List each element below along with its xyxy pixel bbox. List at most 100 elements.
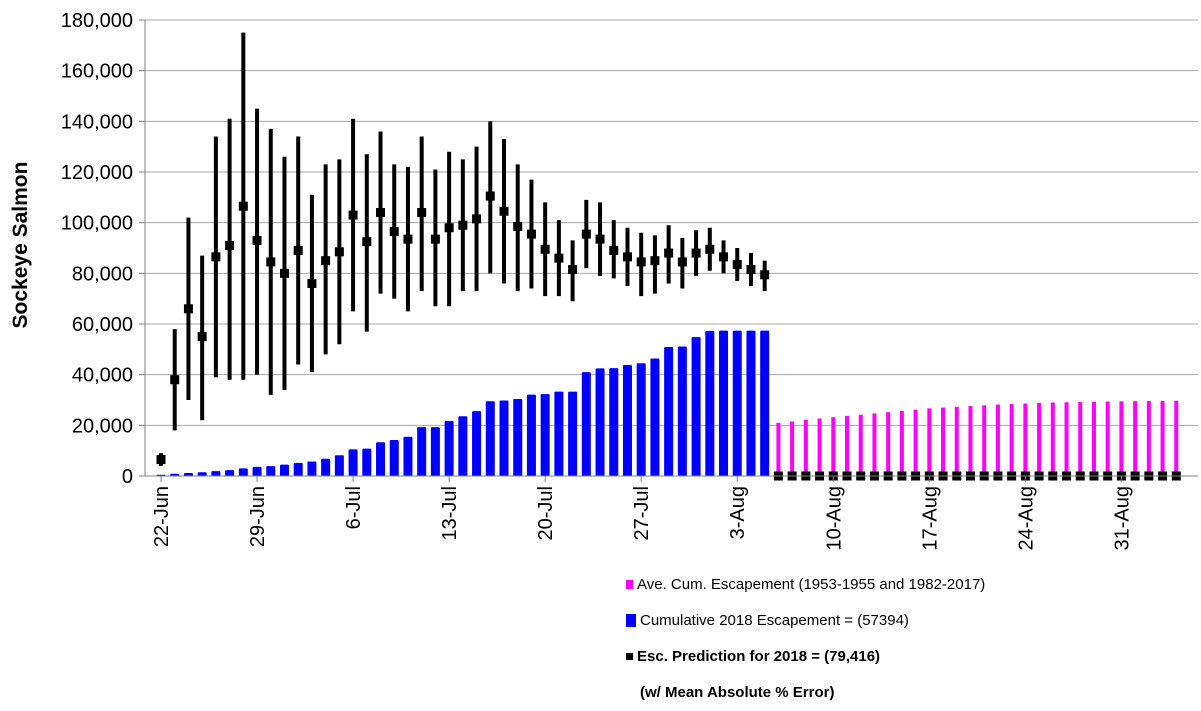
- y-tick-label: 160,000: [61, 61, 133, 83]
- cumulative-bar: [266, 466, 276, 476]
- prediction-point: [266, 257, 276, 267]
- average-bar: [1174, 400, 1179, 476]
- prediction-point: [211, 252, 221, 262]
- cumulative-bar: [705, 330, 715, 476]
- legend-label-prediction: Esc. Prediction for 2018 = (79,416): [637, 647, 881, 665]
- prediction-point: [197, 332, 207, 342]
- prediction-point: [279, 268, 289, 278]
- average-bar: [927, 408, 932, 476]
- legend-item-prediction: Esc. Prediction for 2018 = (79,416): [626, 638, 1186, 674]
- cumulative-bar: [650, 358, 660, 476]
- cumulative-bar: [293, 462, 303, 476]
- legend-item-average: Ave. Cum. Escapement (1953-1955 and 1982…: [626, 566, 1186, 602]
- average-bar: [1037, 403, 1042, 476]
- cumulative-bar: [307, 461, 317, 476]
- prediction-point: [609, 246, 619, 256]
- cumulative-bar: [595, 368, 605, 476]
- prediction-point: [389, 227, 399, 237]
- y-tick-label: 180,000: [61, 10, 133, 32]
- legend-label-prediction-note: (w/ Mean Absolute % Error): [640, 683, 835, 701]
- x-tick-label: 10-Aug: [823, 486, 845, 551]
- y-tick-label: 40,000: [72, 365, 133, 387]
- cumulative-bar: [362, 448, 372, 476]
- average-bar: [817, 418, 822, 476]
- prediction-point: [760, 270, 770, 280]
- cumulative-bar: [760, 330, 770, 476]
- prediction-points: [156, 32, 1181, 481]
- x-tick-label: 17-Aug: [919, 486, 941, 551]
- cumulative-bar: [279, 464, 289, 476]
- average-bar: [1119, 401, 1124, 476]
- average-bar: [1064, 402, 1069, 476]
- cumulative-bar: [636, 363, 646, 476]
- average-bar: [941, 407, 946, 476]
- x-tick-label: 24-Aug: [1015, 486, 1037, 551]
- cumulative-bar: [691, 337, 701, 476]
- prediction-point: [746, 265, 756, 275]
- cumulative-bar: [170, 473, 180, 476]
- prediction-point: [430, 234, 440, 244]
- prediction-swatch: [626, 652, 633, 660]
- x-tick-labels: 22-Jun 29-Jun 6-Jul 13-Jul 20-Jul 27-Jul 3-Aug…: [151, 486, 1133, 551]
- average-bar: [899, 410, 904, 476]
- cumulative-bar: [609, 368, 619, 476]
- average-bar: [845, 415, 849, 476]
- cumulative-bar: [389, 440, 399, 476]
- y-tick-label: 20,000: [72, 415, 133, 437]
- cumulative-bar: [458, 416, 468, 476]
- cumulative-bar: [211, 471, 221, 476]
- prediction-point: [170, 375, 180, 385]
- y-tick-label: 60,000: [72, 314, 133, 336]
- x-tick-label: 6-Jul: [343, 486, 365, 529]
- cumulative-bar: [677, 346, 687, 476]
- cumulative-bar: [238, 468, 248, 476]
- x-tick-label: 31-Aug: [1111, 486, 1133, 551]
- prediction-point: [362, 237, 372, 247]
- prediction-point: [650, 256, 660, 266]
- x-tick-label: 22-Jun: [151, 486, 173, 547]
- cumulative-bar: [499, 400, 509, 476]
- prediction-point: [581, 229, 591, 239]
- cumulative-bar: [719, 330, 729, 476]
- legend-item-prediction-note: (w/ Mean Absolute % Error): [626, 674, 1186, 710]
- prediction-point: [664, 248, 674, 258]
- average-bar: [1009, 404, 1014, 476]
- prediction-point: [417, 208, 427, 218]
- prediction-point: [293, 246, 303, 256]
- prediction-point: [183, 304, 193, 314]
- prediction-point: [156, 455, 166, 465]
- prediction-point: [513, 221, 523, 231]
- cumulative-bar: [732, 330, 742, 476]
- average-bar: [1050, 402, 1055, 476]
- prediction-point: [307, 278, 317, 288]
- average-bar: [1105, 401, 1110, 476]
- prediction-point: [348, 210, 358, 220]
- average-bar: [968, 406, 973, 476]
- cumulative-bar: [321, 458, 331, 476]
- prediction-point: [719, 252, 729, 262]
- x-tick-label: 20-Jul: [535, 486, 557, 540]
- y-tick-labels: 0 20,000 40,000 60,000 80,000 100,000 120,000 1…: [61, 10, 133, 488]
- x-tick-label: 29-Jun: [247, 486, 269, 547]
- cumulative-bar: [430, 427, 440, 476]
- y-tick-label: 0: [122, 466, 133, 488]
- average-bar: [1023, 403, 1028, 476]
- average-bar: [803, 419, 808, 476]
- cumulative-bar: [225, 470, 235, 476]
- prediction-point: [472, 214, 482, 224]
- prediction-point: [691, 248, 701, 258]
- average-bar: [886, 412, 891, 476]
- prediction-point: [252, 235, 262, 245]
- cumulative-bars: [156, 330, 770, 476]
- average-bar: [1146, 401, 1151, 476]
- prediction-point: [705, 244, 715, 254]
- cumulative-bar: [664, 347, 674, 476]
- prediction-point: [636, 257, 646, 267]
- prediction-point: [403, 234, 413, 244]
- gridlines: [139, 19, 1198, 477]
- cumulative-bar: [417, 427, 427, 476]
- prediction-point: [499, 206, 509, 216]
- cumulative-bar: [183, 472, 193, 476]
- average-bar: [1160, 400, 1165, 476]
